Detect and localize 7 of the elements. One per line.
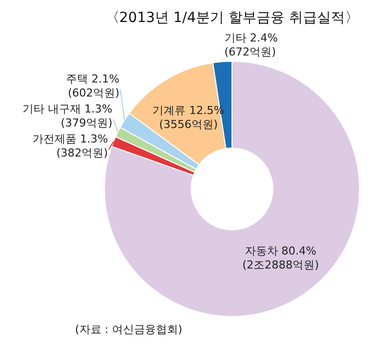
text: (자료 : 여신금융협회) [75,323,182,336]
slice-label: 자동차 80.4% (2조2888억원) [242,244,319,272]
chart-title: 〈2013년 1/4분기 할부금융 취급실적〉 [105,10,359,26]
slice-label: 기타 내구재 1.3% (379억원) [22,102,112,130]
slice-label: 가전제품 1.3% (382억원) [32,132,108,160]
slice-label: 기타 2.4% (672억원) [224,32,278,59]
slice-label: 주택 2.1% (602억원) [66,72,120,100]
